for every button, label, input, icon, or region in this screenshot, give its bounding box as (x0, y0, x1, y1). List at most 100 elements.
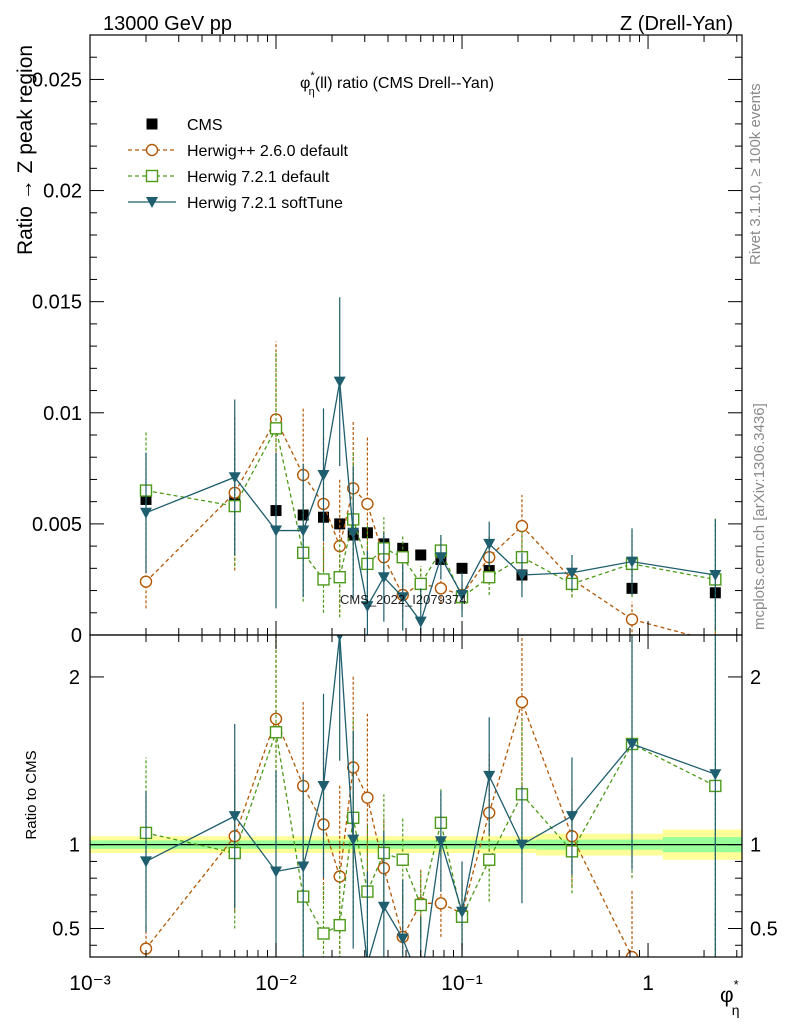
data-point-herwig-7-2-1-softtune (297, 525, 310, 537)
x-tick-label: 10⁻² (255, 972, 296, 995)
y-axis-label-ratio: Ratio to CMS (23, 750, 40, 839)
legend-marker-cms (146, 118, 158, 130)
ratio-point-herwig-7-2-1-softtune (347, 834, 360, 846)
data-point-herwig-7-2-1-softtune (515, 570, 528, 581)
data-point-herwig-2-6-0-default (139, 575, 153, 588)
ratio-point-herwig-7-2-1-softtune (361, 959, 373, 970)
ratio-point-herwig-7-2-1-softtune (228, 811, 241, 823)
data-point-herwig-7-2-1-softtune (139, 507, 152, 519)
ratio-point-herwig-2-6-0-default (625, 950, 639, 957)
data-point-cms (456, 562, 468, 574)
ratio-line-herwig-7-2-1-default (145, 732, 716, 935)
ratio-point-herwig-2-6-0-default (269, 712, 283, 726)
rivet-label: Rivet 3.1.10, ≥ 100k events (747, 83, 764, 265)
data-point-herwig-7-2-1-softtune (434, 552, 447, 564)
data-point-herwig-2-6-0-default (625, 613, 639, 626)
ratio-point-herwig-7-2-1-softtune (415, 979, 427, 990)
data-point-herwig-7-2-1-softtune (709, 570, 722, 581)
data-point-herwig-2-6-0-default (434, 582, 448, 595)
y-tick-label-ratio-right: 0.5 (750, 918, 778, 940)
data-point-herwig-7-2-1-default (396, 551, 409, 564)
legend-label-herwig-7-2-1-softtune: Herwig 7.2.1 softTune (187, 195, 343, 212)
ratio-panel-data (90, 635, 742, 990)
data-point-herwig-7-2-1-default (269, 422, 283, 435)
ratio-point-herwig-7-2-1-softtune (483, 770, 496, 782)
legend-marker-herwig-2-6-0-default (145, 143, 159, 157)
y-tick-label-ratio-left: 0.5 (52, 918, 80, 940)
x-label-phi: φ (720, 984, 734, 1007)
series-line-herwig-7-2-1-softtune (145, 381, 716, 624)
ratio-point-herwig-2-6-0-default (710, 973, 721, 984)
ratio-point-herwig-2-6-0-default (515, 695, 529, 709)
legend-label-cms: CMS (187, 117, 223, 134)
ratio-point-herwig-7-2-1-softtune (139, 856, 152, 868)
data-point-herwig-7-2-1-softtune (456, 590, 469, 601)
x-tick-label: 10⁻¹ (441, 972, 482, 995)
axes: 10⁻³ 10⁻² 10⁻¹ 1 0 0.005 0.01 0.015 0.02 0.025 0.5… (32, 34, 778, 995)
ratio-point-herwig-7-2-1-default (483, 853, 496, 866)
legend-marker-herwig-7-2-1-softtune (146, 197, 158, 208)
data-point-herwig-7-2-1-softtune (228, 472, 241, 484)
x-tick-label: 1 (642, 972, 654, 995)
ratio-point-herwig-7-2-1-softtune (565, 811, 578, 823)
ratio-point-herwig-7-2-1-softtune (456, 906, 469, 918)
data-point-herwig-7-2-1-softtune (377, 572, 390, 584)
ratio-point-herwig-7-2-1-softtune (515, 839, 528, 851)
x-label-star: * (734, 977, 739, 992)
ratio-point-herwig-2-6-0-default (434, 897, 448, 910)
y-tick-label-ratio-left: 2 (69, 667, 80, 689)
ratio-panel-frame (89, 634, 743, 958)
header-left: 13000 GeV pp (103, 13, 232, 35)
y-tick-label-ratio-left: 1 (69, 835, 80, 857)
data-point-herwig-7-2-1-softtune (414, 616, 427, 628)
ratio-point-herwig-7-2-1-softtune (434, 836, 447, 848)
ratio-point-herwig-7-2-1-softtune (709, 769, 722, 781)
x-axis-label: φ* η (720, 977, 739, 1018)
series-line-herwig-7-2-1-default (145, 426, 716, 599)
y-tick-label-main: 0.005 (32, 514, 82, 536)
mcplots-label: mcplots.cern.ch [arXiv:1306.3436] (751, 403, 768, 630)
data-point-herwig-2-6-0-default (361, 497, 374, 511)
y-axis-label-main: Ratio → Z peak region (14, 45, 37, 255)
y-tick-label-main: 0.01 (43, 403, 82, 425)
data-point-herwig-7-2-1-softtune (333, 376, 346, 388)
ratio-point-herwig-7-2-1-softtune (270, 866, 283, 878)
ratio-line-herwig-2-6-0-default (145, 700, 635, 957)
ratio-point-herwig-7-2-1-default (317, 927, 330, 940)
series-line-herwig-2-6-0-default (145, 418, 693, 635)
data-point-herwig-7-2-1-softtune (361, 601, 374, 613)
ratio-point-herwig-2-6-0-default (361, 791, 374, 804)
y-tick-label-ratio-right: 1 (750, 835, 761, 857)
x-tick-label: 10⁻³ (69, 972, 110, 995)
data-point-herwig-7-2-1-softtune (317, 470, 330, 481)
legend: CMS Herwig++ 2.6.0 default Herwig 7.2.1 de… (128, 117, 349, 212)
ratio-point-herwig-7-2-1-default (396, 853, 409, 866)
legend-label-herwig-2-6-0-default: Herwig++ 2.6.0 default (187, 143, 349, 160)
ratio-point-herwig-7-2-1-softtune (396, 933, 409, 945)
data-point-herwig-7-2-1-softtune (626, 556, 639, 568)
data-point-herwig-7-2-1-softtune (483, 538, 496, 550)
data-point-herwig-7-2-1-default (483, 571, 496, 584)
title-rest: (ll) ratio (CMS Drell--Yan) (315, 75, 494, 92)
title-phi: φ (300, 75, 310, 92)
legend-marker-herwig-7-2-1-default (145, 169, 159, 183)
ratio-point-herwig-7-2-1-softtune (317, 780, 330, 792)
x-label-eta: η (732, 1002, 740, 1018)
y-tick-label-main: 0.02 (43, 181, 82, 203)
main-title: φ* η(ll) ratio (CMS Drell--Yan) (300, 70, 494, 98)
data-point-cms (415, 549, 427, 561)
y-tick-label-main: 0.015 (32, 292, 82, 314)
title-eta: η (309, 86, 315, 98)
ratio-point-herwig-7-2-1-softtune (377, 901, 390, 913)
ratio-point-herwig-7-2-1-default (414, 898, 427, 912)
ratio-point-herwig-7-2-1-softtune (297, 861, 310, 873)
legend-label-herwig-7-2-1-default: Herwig 7.2.1 default (187, 169, 330, 186)
y-tick-label-main: 0.025 (32, 69, 82, 91)
data-point-herwig-7-2-1-softtune (396, 592, 409, 604)
ratio-point-herwig-7-2-1-default (333, 918, 346, 932)
analysis-watermark: CMS_2022_I2079374 (340, 592, 467, 607)
data-point-herwig-7-2-1-default (414, 577, 427, 591)
ratio-point-herwig-7-2-1-softtune (626, 739, 639, 751)
y-tick-label-ratio-right: 2 (750, 667, 761, 689)
data-point-herwig-2-6-0-default (515, 519, 529, 533)
